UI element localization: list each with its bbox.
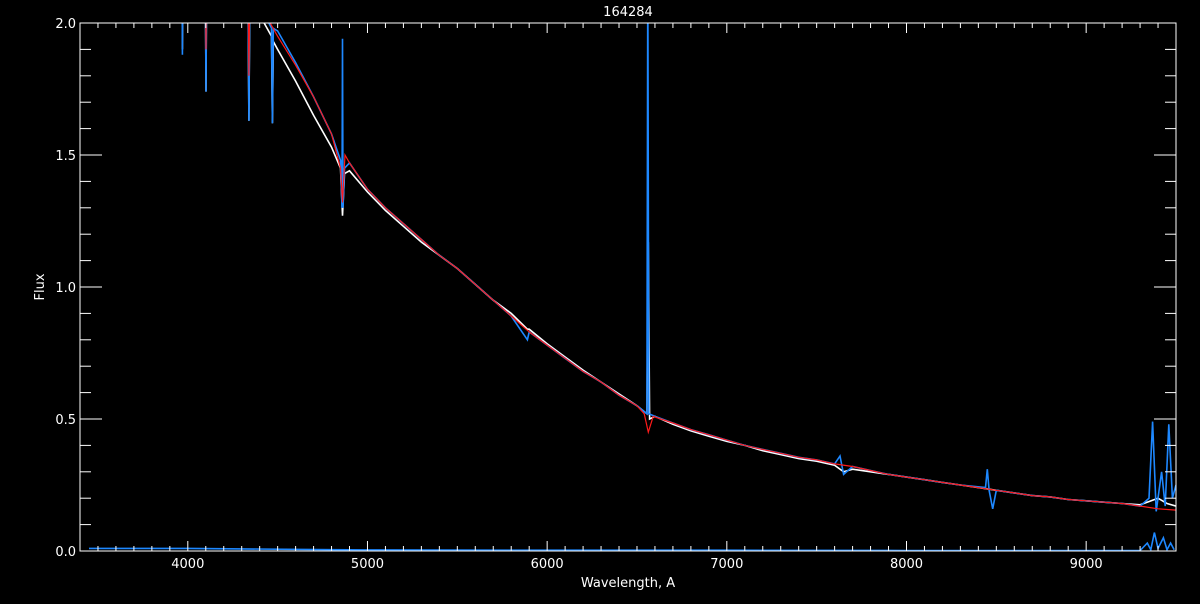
x-tick-label: 4000 xyxy=(171,557,204,572)
y-tick-label: 2.0 xyxy=(55,17,76,32)
y-tick-label: 1.0 xyxy=(55,281,76,296)
x-tick-label: 8000 xyxy=(890,557,923,572)
x-tick-label: 6000 xyxy=(531,557,564,572)
y-tick-label: 1.5 xyxy=(55,149,76,164)
chart-title: 164284 xyxy=(603,5,653,20)
x-tick-label: 7000 xyxy=(710,557,743,572)
series-line-1 xyxy=(181,23,1176,512)
y-tick-label: 0.5 xyxy=(55,413,76,428)
x-tick-label: 9000 xyxy=(1070,557,1103,572)
series-line-0 xyxy=(181,23,1176,507)
axes-frame xyxy=(79,22,1177,552)
y-tick-label: 0.0 xyxy=(55,545,76,560)
axes: 4000 5000 6000 7000 8000 9000 0.0 0.5 1.0 1.5 2.0 xyxy=(55,17,1177,572)
series-line-2 xyxy=(205,23,1176,511)
plot-area xyxy=(89,23,1176,551)
y-axis-label: Flux xyxy=(33,273,48,300)
x-tick-label: 5000 xyxy=(351,557,384,572)
x-axis-label: Wavelength, A xyxy=(581,576,675,591)
series-line-3 xyxy=(89,532,1175,551)
